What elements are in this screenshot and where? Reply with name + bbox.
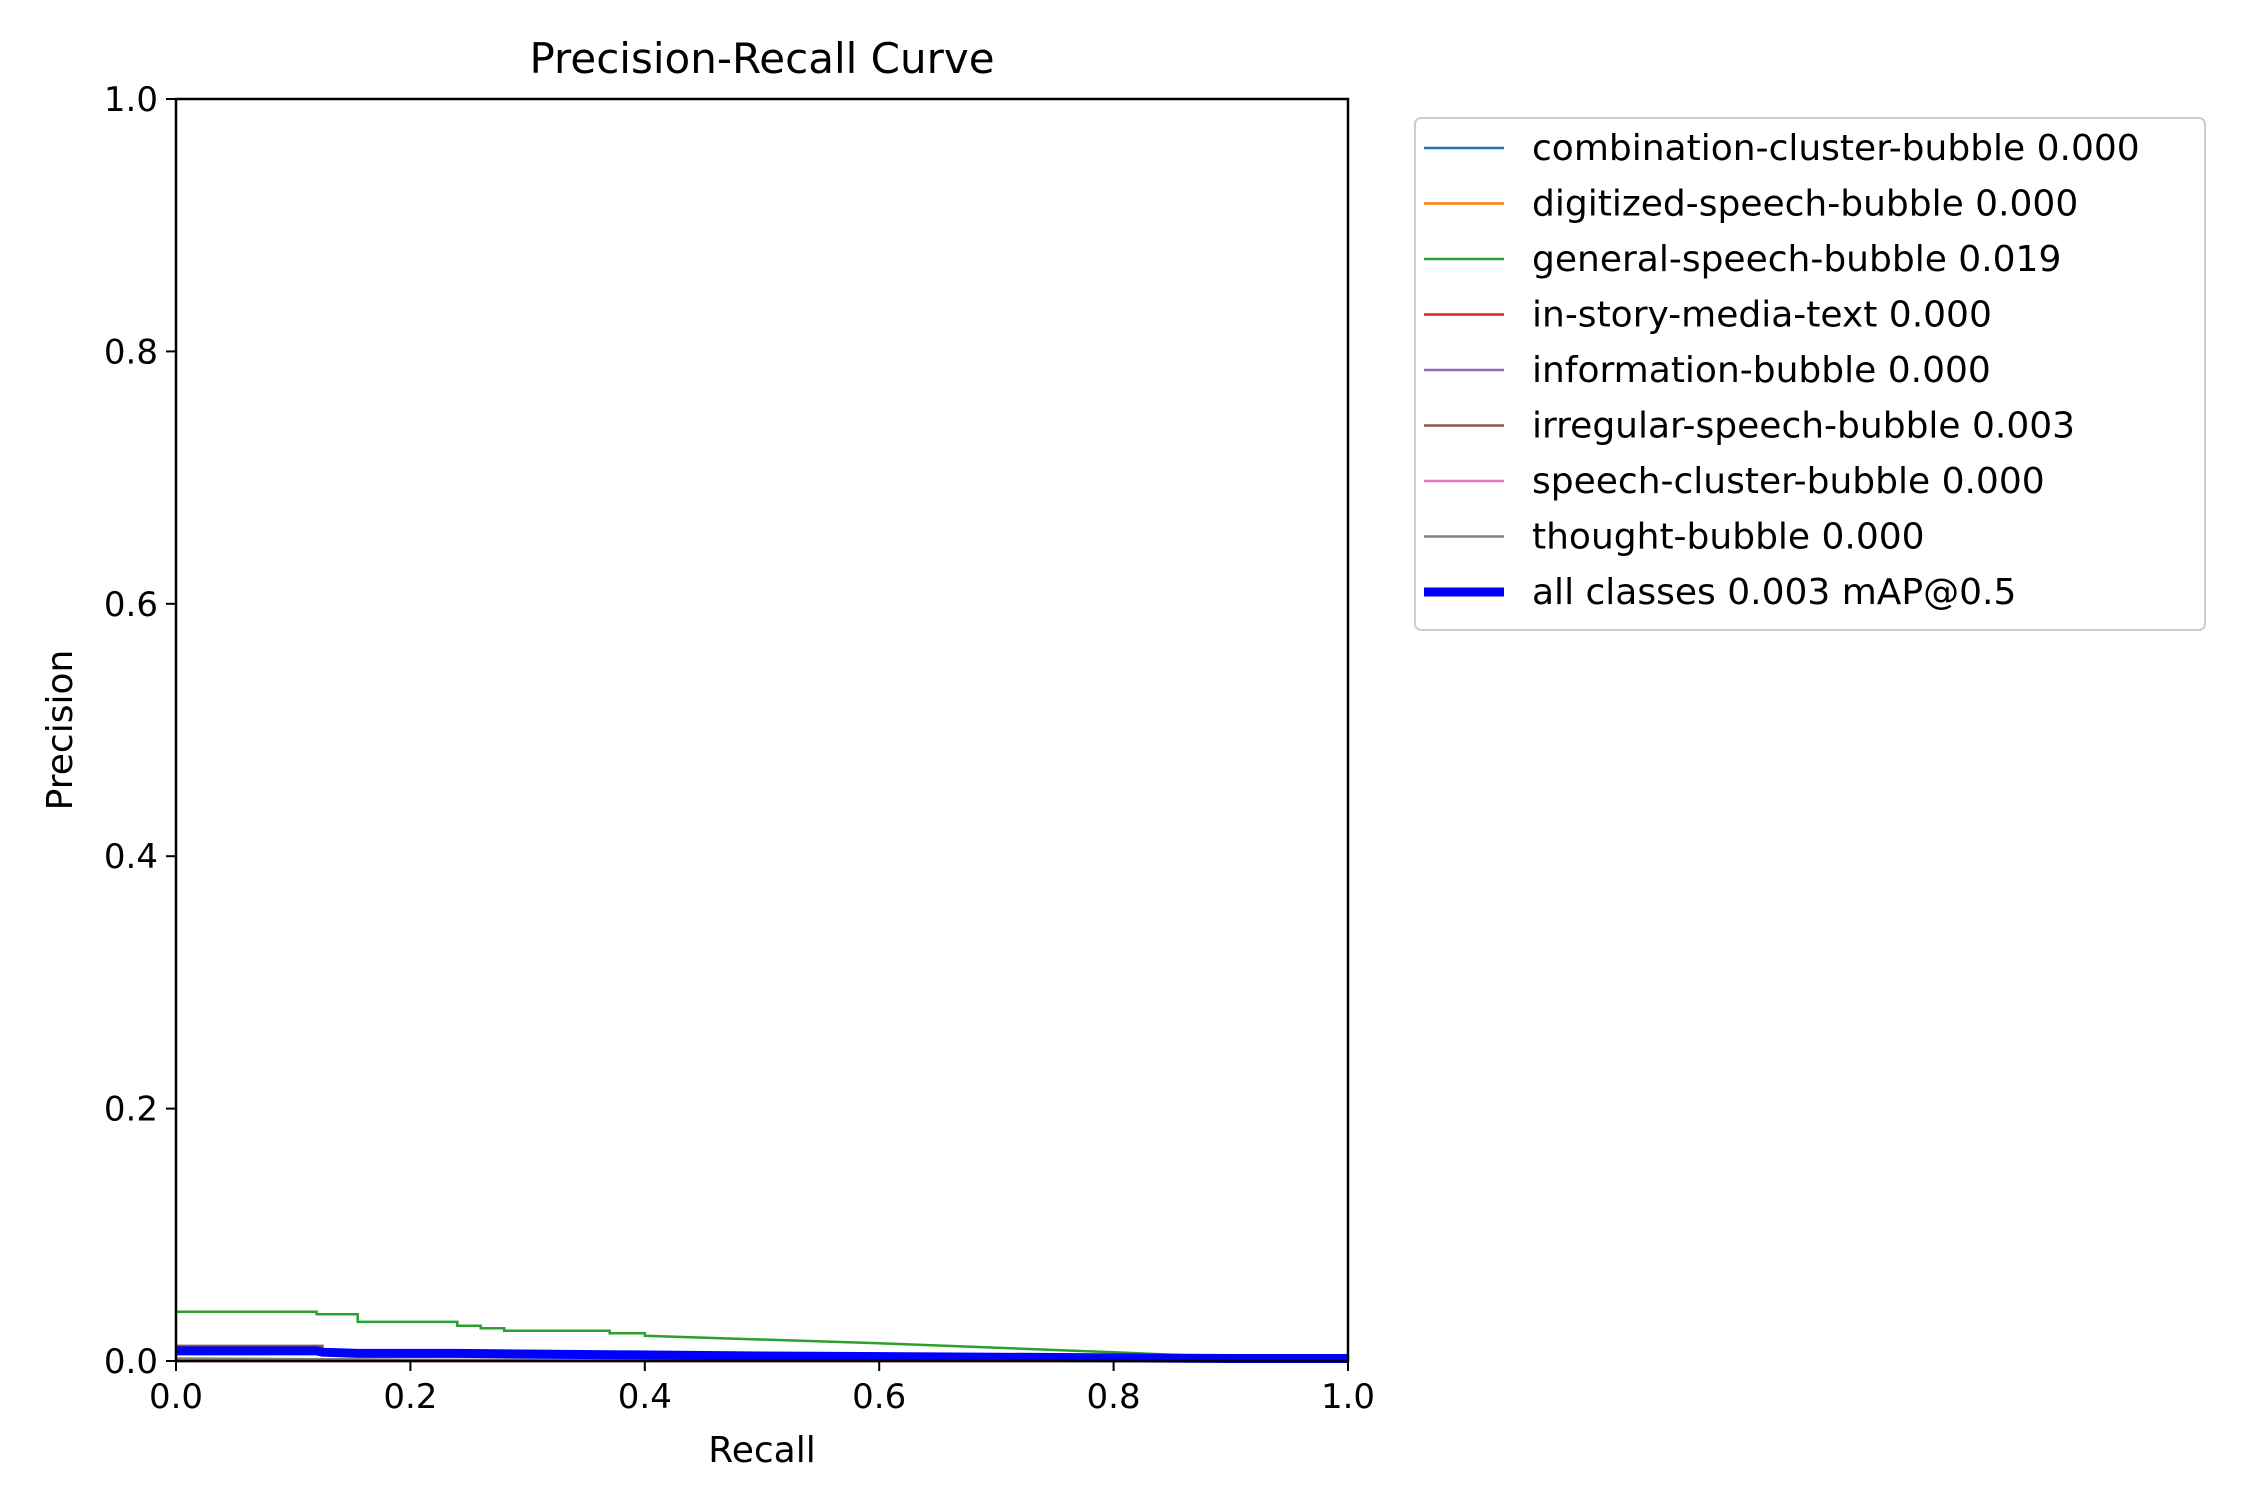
- y-tick-label: 0.6: [104, 585, 158, 625]
- legend-box: [1414, 117, 2206, 631]
- y-tick-label: 0.4: [104, 837, 158, 877]
- x-tick-label: 0.6: [852, 1377, 906, 1417]
- legend-label: all classes 0.003 mAP@0.5: [1532, 572, 2016, 613]
- y-tick-label: 0.2: [104, 1090, 158, 1130]
- x-tick-label: 0.8: [1087, 1377, 1141, 1417]
- legend-label: information-bubble 0.000: [1532, 350, 1991, 391]
- x-axis-label: Recall: [708, 1430, 815, 1471]
- x-tick-label: 0.0: [149, 1377, 203, 1417]
- legend-label: speech-cluster-bubble 0.000: [1532, 461, 2045, 502]
- legend-label: irregular-speech-bubble 0.003: [1532, 406, 2075, 447]
- plot-frame: [174, 97, 1350, 1363]
- y-axis-label: Precision: [40, 650, 81, 811]
- y-axis: 0.0 0.2 0.4 0.6 0.8 1.0: [104, 80, 176, 1382]
- chart-title: Precision-Recall Curve: [529, 34, 994, 83]
- x-tick-label: 0.2: [383, 1377, 437, 1417]
- legend-label: in-story-media-text 0.000: [1532, 295, 1992, 336]
- series-line-8: [176, 1346, 1348, 1363]
- y-tick-label: 0.8: [104, 332, 158, 372]
- series-line-2: [176, 1310, 1349, 1360]
- x-axis: 0.0 0.2 0.4 0.6 0.8 1.0: [149, 1361, 1375, 1417]
- legend-label: digitized-speech-bubble 0.000: [1532, 184, 2078, 225]
- y-tick-label: 0.0: [104, 1342, 158, 1382]
- x-tick-label: 1.0: [1321, 1377, 1375, 1417]
- y-tick-label: 1.0: [104, 80, 158, 120]
- legend-label: combination-cluster-bubble 0.000: [1532, 128, 2140, 169]
- legend: combination-cluster-bubble 0.000 digitize…: [1414, 117, 2206, 631]
- legend-label: general-speech-bubble 0.019: [1532, 239, 2061, 280]
- x-tick-label: 0.4: [618, 1377, 672, 1417]
- legend-label: thought-bubble 0.000: [1532, 517, 1925, 558]
